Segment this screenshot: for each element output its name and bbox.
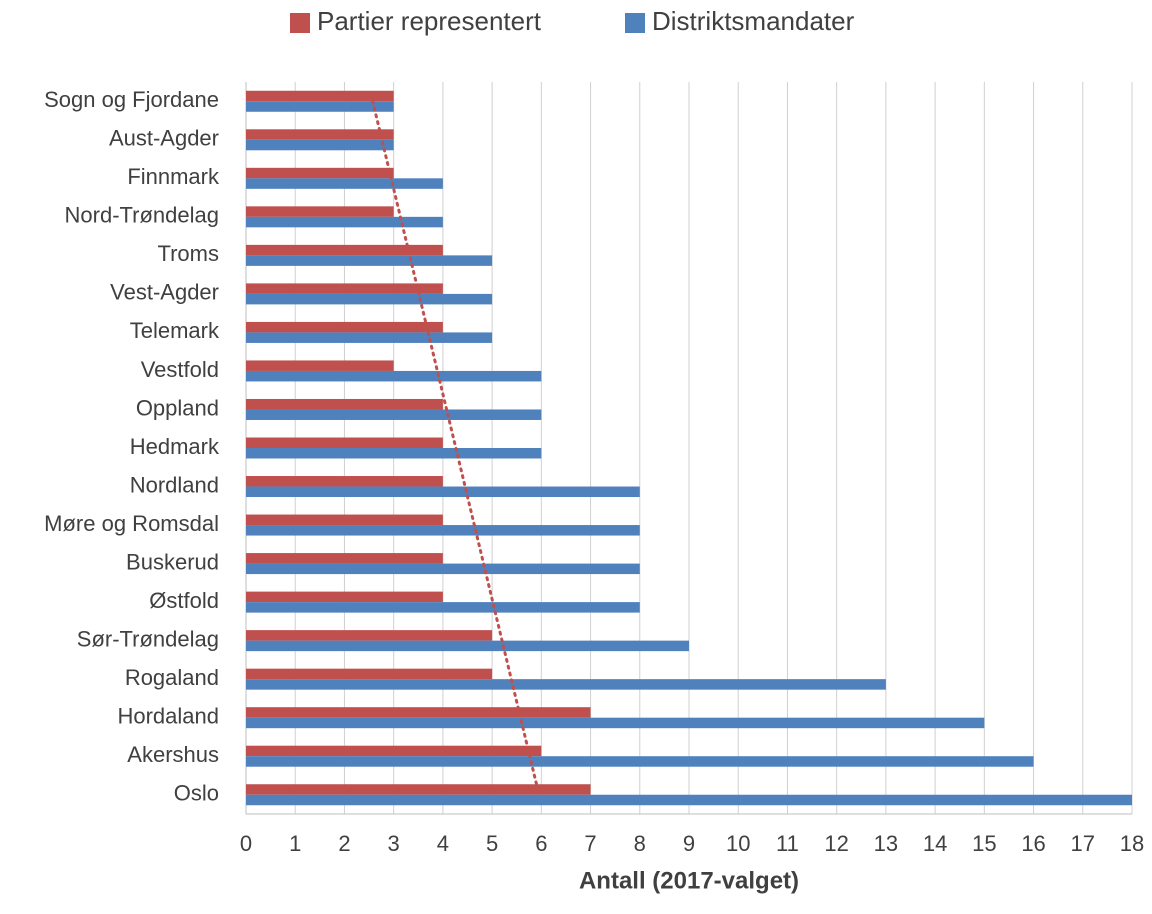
y-tick-label: Vest-Agder xyxy=(110,280,219,305)
x-tick-label: 17 xyxy=(1071,831,1095,856)
bar xyxy=(246,784,591,795)
bar xyxy=(246,707,591,718)
bar xyxy=(246,717,985,729)
bar xyxy=(246,437,443,448)
bar xyxy=(246,244,443,256)
x-tick-label: 10 xyxy=(726,831,750,856)
bar xyxy=(246,360,394,371)
bar xyxy=(246,332,493,343)
x-axis-title: Antall (2017-valget) xyxy=(579,867,799,894)
x-tick-label: 9 xyxy=(683,831,695,856)
bar xyxy=(246,745,542,757)
y-tick-label: Akershus xyxy=(127,742,219,767)
bar xyxy=(246,370,542,382)
bar xyxy=(246,178,443,189)
y-tick-label: Finnmark xyxy=(127,164,220,189)
y-tick-label: Rogaland xyxy=(125,665,219,690)
bar xyxy=(246,476,443,487)
bar xyxy=(246,101,394,112)
y-tick-label: Oppland xyxy=(136,395,219,420)
x-tick-label: 11 xyxy=(776,831,799,856)
bar xyxy=(246,640,689,652)
y-tick-label: Telemark xyxy=(130,318,220,343)
x-tick-label: 16 xyxy=(1021,831,1045,856)
x-tick-label: 18 xyxy=(1120,831,1144,856)
x-tick-label: 12 xyxy=(824,831,848,856)
x-tick-label: 14 xyxy=(923,831,947,856)
y-tick-label: Oslo xyxy=(174,781,219,806)
y-tick-label: Vestfold xyxy=(141,357,219,382)
bar xyxy=(246,293,493,305)
bar xyxy=(246,321,443,333)
bar xyxy=(246,679,886,690)
y-tick-label: Aust-Agder xyxy=(109,126,219,151)
bar xyxy=(246,255,493,266)
legend-label: Partier representert xyxy=(317,6,542,36)
y-tick-label: Nordland xyxy=(130,472,219,497)
bar xyxy=(246,553,443,564)
bar xyxy=(246,398,443,410)
bar xyxy=(246,514,443,526)
x-tick-label: 7 xyxy=(584,831,596,856)
bar xyxy=(246,283,443,294)
bar xyxy=(246,525,640,536)
y-tick-label: Hedmark xyxy=(130,434,220,459)
legend-swatch xyxy=(625,13,645,33)
x-tick-label: 2 xyxy=(338,831,350,856)
bar xyxy=(246,794,1132,806)
y-tick-label: Møre og Romsdal xyxy=(44,511,219,536)
bar xyxy=(246,602,640,613)
x-tick-label: 0 xyxy=(240,831,252,856)
y-tick-label: Sør-Trøndelag xyxy=(77,626,219,651)
bar xyxy=(246,139,394,151)
y-tick-label: Troms xyxy=(157,241,219,266)
bar xyxy=(246,167,394,179)
bar xyxy=(246,216,443,228)
bar xyxy=(246,486,640,498)
x-tick-label: 15 xyxy=(972,831,996,856)
x-tick-label: 6 xyxy=(535,831,547,856)
bar xyxy=(246,206,394,217)
bar xyxy=(246,668,493,680)
x-tick-label: 5 xyxy=(486,831,498,856)
y-tick-label: Sogn og Fjordane xyxy=(44,87,219,112)
bar xyxy=(246,591,443,603)
bar xyxy=(246,563,640,575)
x-tick-label: 1 xyxy=(289,831,301,856)
x-tick-label: 13 xyxy=(874,831,898,856)
bar xyxy=(246,90,394,102)
y-tick-label: Østfold xyxy=(149,588,219,613)
bar xyxy=(246,129,394,140)
legend-swatch xyxy=(290,13,310,33)
trendline xyxy=(371,99,541,797)
x-tick-label: 4 xyxy=(437,831,449,856)
x-tick-label: 3 xyxy=(388,831,400,856)
legend-label: Distriktsmandater xyxy=(652,6,855,36)
bar xyxy=(246,448,542,459)
bar xyxy=(246,756,1034,767)
y-tick-label: Nord-Trøndelag xyxy=(65,203,219,228)
y-tick-label: Buskerud xyxy=(126,549,219,574)
bar xyxy=(246,409,542,420)
x-tick-label: 8 xyxy=(634,831,646,856)
y-tick-label: Hordaland xyxy=(117,703,219,728)
bar xyxy=(246,630,493,641)
